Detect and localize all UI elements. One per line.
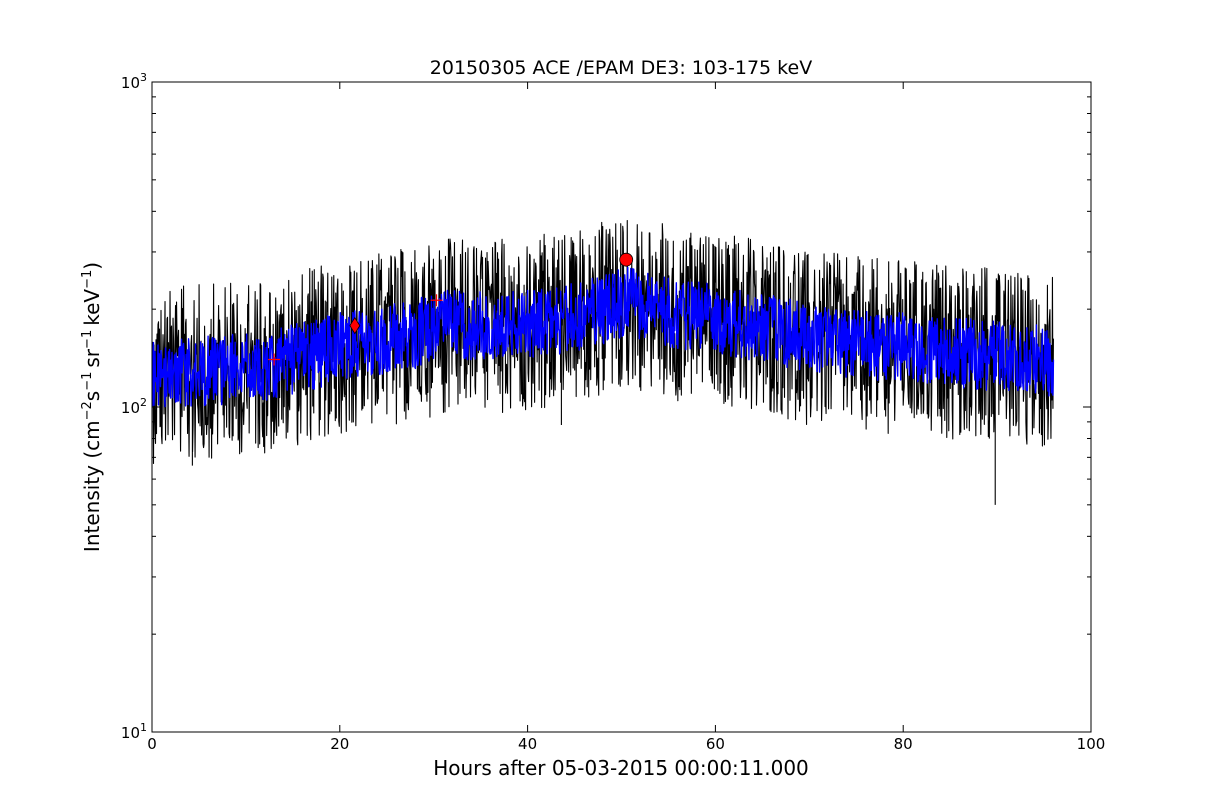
- y-tick-label: 101: [121, 721, 147, 742]
- y-tick-labels: 101 102 103: [121, 71, 147, 742]
- event-marker-plus-2: [430, 294, 443, 307]
- x-tick-label: 0: [147, 735, 157, 753]
- y-axis-label: Intensity (cm−2s−1sr−1keV−1): [80, 262, 104, 552]
- series-line-black: [152, 220, 1054, 505]
- x-tick-label: 60: [706, 735, 725, 753]
- x-tick-label: 40: [518, 735, 537, 753]
- series-line-blue: [152, 266, 1055, 408]
- x-tick-label: 80: [894, 735, 913, 753]
- tick-marks: [151, 81, 1092, 733]
- x-tick-label: 20: [330, 735, 349, 753]
- axes-frame: [151, 81, 1092, 733]
- x-tick-label: 100: [1077, 735, 1106, 753]
- event-marker-diamond-1: [349, 316, 361, 335]
- event-marker-circle-3: [619, 252, 634, 267]
- x-tick-labels: 0 20 40 60 80 100: [147, 735, 1105, 753]
- x-axis-label: Hours after 05-03-2015 00:00:11.000: [433, 756, 809, 780]
- plot-area: [152, 220, 1055, 505]
- y-tick-label: 103: [121, 71, 147, 92]
- y-tick-label: 102: [121, 396, 147, 417]
- chart-title: 20150305 ACE /EPAM DE3: 103-175 keV: [430, 57, 812, 79]
- event-marker-plus-0: [268, 353, 281, 366]
